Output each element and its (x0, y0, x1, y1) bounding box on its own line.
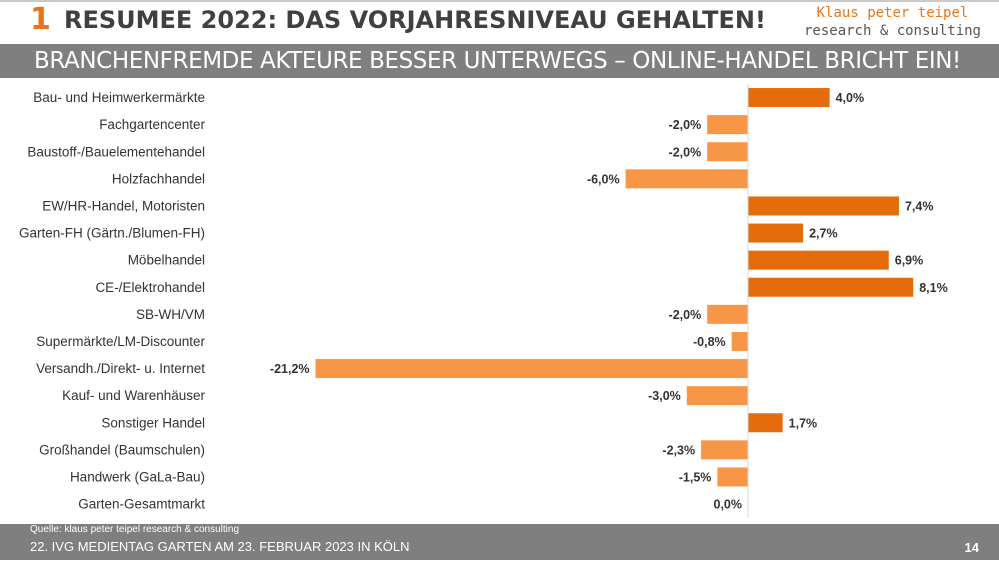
bars-layer (315, 88, 914, 487)
category-label: Großhandel (Baumschulen) (39, 442, 205, 457)
bar (315, 359, 748, 379)
category-label: Handwerk (GaLa-Bau) (70, 469, 205, 484)
category-label: Bau- und Heimwerkermärkte (33, 90, 205, 105)
page-number: 14 (964, 540, 979, 555)
value-label: -21,2% (270, 362, 310, 376)
category-label: EW/HR-Handel, Motoristen (42, 198, 205, 213)
category-label: Baustoff-/Bauelementehandel (27, 144, 205, 159)
bar (686, 386, 748, 406)
category-label: Möbelhandel (128, 253, 205, 268)
category-label: Garten-FH (Gärtn./Blumen-FH) (19, 226, 205, 241)
value-label: -2,3% (662, 443, 695, 457)
category-label: CE-/Elektrohandel (95, 280, 205, 295)
category-label: Fachgartencenter (99, 117, 205, 132)
bar (748, 223, 804, 243)
slide-title: RESUMEE 2022: DAS VORJAHRESNIVEAU GEHALT… (64, 6, 766, 34)
value-label: 1,7% (789, 416, 818, 430)
category-label: Garten-Gesamtmarkt (78, 497, 205, 512)
bar (625, 169, 748, 189)
labels-layer: Bau- und Heimwerkermärkte 4,0% Fachgartenc… (19, 90, 948, 512)
bar (731, 331, 748, 351)
bar (707, 304, 748, 324)
bar (748, 277, 914, 297)
bar (748, 196, 899, 216)
value-label: -2,0% (669, 145, 702, 159)
value-label: -0,8% (693, 335, 726, 349)
bar (748, 88, 830, 108)
value-label: 6,9% (895, 254, 924, 268)
bar (748, 250, 889, 270)
bar (701, 440, 748, 460)
category-label: Holzfachhandel (112, 171, 205, 186)
bar (707, 142, 748, 162)
value-label: -3,0% (648, 389, 681, 403)
bar (748, 413, 783, 433)
value-label: 2,7% (809, 227, 838, 241)
event-info: 22. IVG MEDIENTAG GARTEN AM 23. FEBRUAR … (30, 539, 410, 554)
top-divider (0, 0, 999, 2)
footer-bar: Quelle: klaus peter teipel research & co… (0, 524, 999, 560)
category-label: Sonstiger Handel (101, 415, 205, 430)
value-label: -1,5% (679, 470, 712, 484)
value-label: 4,0% (836, 91, 865, 105)
value-label: -2,0% (669, 118, 702, 132)
value-label: 0,0% (714, 498, 743, 512)
category-label: SB-WH/VM (136, 307, 205, 322)
bar (707, 115, 748, 135)
logo-name: Klaus peter teipel (816, 5, 969, 21)
value-label: 7,4% (905, 199, 934, 213)
company-logo: Klaus peter teipel research & consulting (804, 4, 981, 40)
category-label: Supermärkte/LM-Discounter (36, 334, 205, 349)
category-label: Versandh./Direkt- u. Internet (36, 361, 205, 376)
category-label: Kauf- und Warenhäuser (62, 388, 205, 403)
subtitle-banner: BRANCHENFREMDE AKTEURE BESSER UNTERWEGS … (0, 44, 999, 78)
logo-tagline: research & consulting (803, 23, 981, 39)
value-label: -2,0% (669, 308, 702, 322)
slide-section-number: 1 (30, 2, 51, 37)
value-label: -6,0% (587, 172, 620, 186)
source-note: Quelle: klaus peter teipel research & co… (30, 524, 240, 535)
value-label: 8,1% (919, 281, 948, 295)
bar (717, 467, 748, 487)
